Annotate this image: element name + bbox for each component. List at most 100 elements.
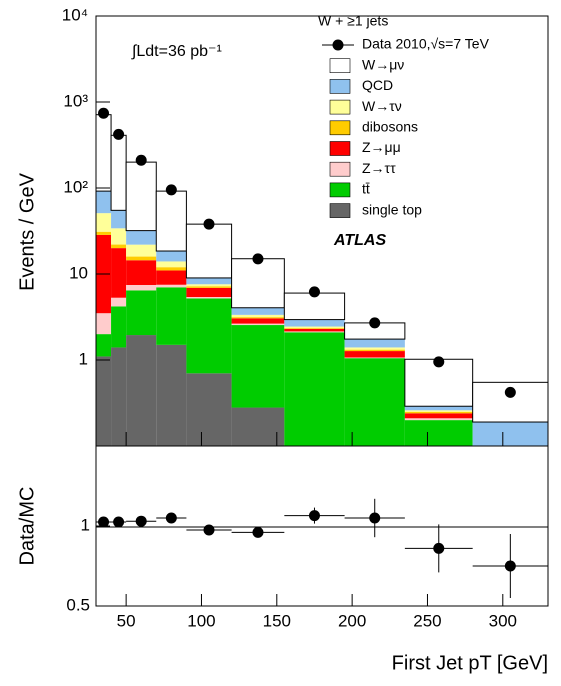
legend-swatch (329, 161, 351, 177)
histogram-bar (473, 454, 548, 459)
histogram-bar (231, 325, 285, 408)
histogram-bar (231, 318, 285, 324)
histogram-bar (96, 114, 112, 192)
histogram-bar (231, 258, 285, 309)
histogram-bar (126, 335, 157, 446)
histogram-bar (344, 349, 405, 352)
histogram-bar (126, 290, 157, 336)
ratio-plot (96, 498, 548, 598)
atlas-label: ATLAS (333, 232, 386, 249)
data-point (308, 286, 320, 298)
histogram-bar (344, 358, 405, 446)
x-tick-label: 200 (338, 611, 366, 630)
y-tick-label: 1 (81, 515, 90, 534)
histogram-bar (404, 420, 473, 446)
histogram-bar (344, 339, 405, 348)
histogram-bar (126, 284, 157, 291)
legend-label: Z→ττ (362, 160, 396, 176)
histogram-bar (284, 331, 345, 333)
x-tick-label: 100 (187, 611, 215, 630)
histogram-bar (231, 323, 285, 326)
histogram-bar (96, 231, 112, 235)
histogram-bar (186, 298, 232, 374)
histogram-bar (284, 319, 345, 327)
y-tick-label: 10³ (63, 91, 88, 110)
data-point (504, 386, 516, 398)
histogram-bar (404, 413, 473, 419)
legend-swatch (329, 141, 351, 156)
histogram-bar (404, 410, 473, 412)
ratio-point (252, 526, 264, 538)
legend-label: W→μν (362, 56, 404, 72)
ratio-y-axis-title: Data/MC (16, 487, 38, 566)
ratio-point (165, 512, 177, 524)
histogram-bar (126, 244, 157, 257)
histogram-bar (344, 351, 405, 358)
histogram-bar (344, 347, 405, 350)
ratio-point (369, 512, 381, 524)
histogram-bar (231, 317, 285, 319)
histogram-bar (472, 422, 548, 446)
legend-label: W→τν (362, 98, 402, 114)
legend-label: QCD (362, 77, 393, 93)
histogram-bar (185, 223, 233, 279)
histogram-bar (96, 313, 112, 335)
histogram-bar (156, 270, 187, 285)
data-point (203, 218, 215, 230)
histogram-bar (186, 297, 232, 299)
ratio-point (433, 542, 445, 554)
histogram-bar (156, 344, 187, 446)
histogram-bar (126, 230, 157, 245)
legend-swatch (329, 79, 351, 94)
x-tick-label: 50 (117, 611, 136, 630)
ratio-frame (95, 445, 549, 607)
ratio-point (113, 516, 125, 528)
data-point (252, 253, 264, 265)
histogram-bar (186, 286, 232, 288)
histogram-bar (186, 287, 232, 298)
data-point (369, 317, 381, 329)
ratio-point (135, 515, 147, 527)
legend-label: dibosons (362, 119, 418, 135)
histogram-bar (155, 190, 187, 252)
legend-swatch (329, 120, 351, 136)
histogram-bar (283, 292, 346, 321)
y-tick-label: 10² (63, 177, 88, 196)
ratio-point (504, 560, 516, 572)
histogram-bar (156, 287, 187, 345)
histogram-bar (111, 228, 127, 245)
histogram-bar (156, 267, 187, 271)
legend: Data 2010,√s=7 TeV W→μν QCD W→τν dibosons Z→μ… (322, 36, 490, 218)
y-tick-label: 1 (79, 349, 88, 368)
histogram-bar (96, 334, 112, 357)
x-tick-label: 300 (489, 611, 517, 630)
histogram-bar (96, 213, 112, 232)
histogram-bar (111, 347, 127, 446)
histogram-bar (126, 256, 157, 261)
histogram-bar (111, 248, 127, 298)
histogram-bar (404, 411, 473, 414)
ratio-point (308, 510, 320, 522)
histogram-bar (125, 161, 157, 232)
legend-label: Data 2010,√s=7 TeV (362, 36, 490, 52)
x-tick-label: 150 (263, 611, 291, 630)
y-tick-label: 10 (69, 263, 88, 282)
x-tick-label: 250 (413, 611, 441, 630)
histogram-bar (284, 326, 345, 329)
histogram-bar (111, 210, 127, 229)
histogram-bar (111, 306, 127, 348)
histogram-bar (156, 284, 187, 288)
y-tick-label: 10⁴ (62, 5, 88, 24)
legend-swatch (329, 203, 351, 218)
selection-label: W + ≥1 jets (318, 13, 388, 29)
legend-swatch (329, 182, 351, 198)
histogram-bar (404, 418, 473, 421)
legend-marker (332, 39, 344, 51)
ratio-point (203, 524, 215, 536)
x-axis-title: First Jet pT [GeV] (392, 652, 548, 674)
legend-label: Z→μμ (362, 139, 401, 155)
data-point (113, 128, 125, 140)
histogram-bar (96, 356, 112, 446)
histogram-bar (231, 307, 285, 315)
